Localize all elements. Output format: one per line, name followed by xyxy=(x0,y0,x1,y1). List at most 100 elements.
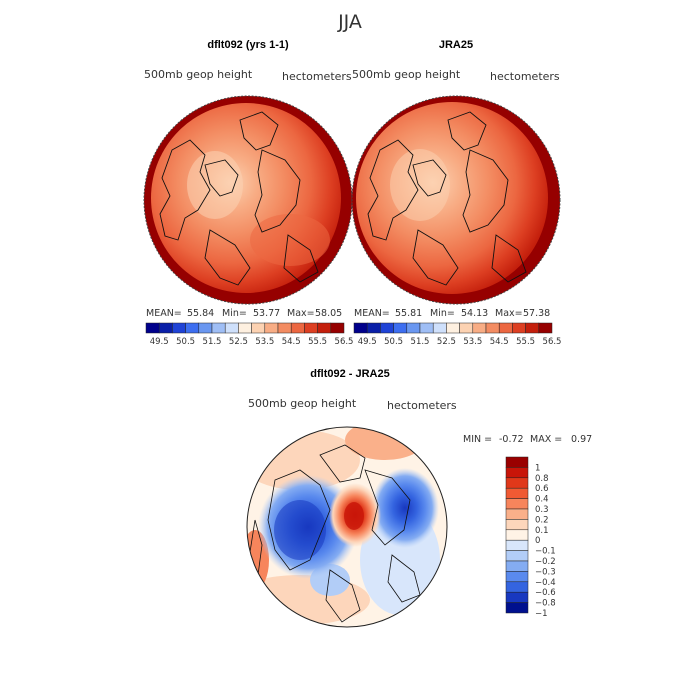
left-colorbar-swatch xyxy=(264,322,279,334)
diff-colorbar-swatch xyxy=(505,602,529,614)
diff-colorbar-swatch xyxy=(505,456,529,468)
right-colorbar-swatch xyxy=(485,322,500,334)
diff-colorbar-swatch xyxy=(505,571,529,583)
left-colorbar-tick-label: 50.5 xyxy=(176,337,195,347)
right-colorbar-swatch xyxy=(472,322,487,334)
left-colorbar-swatch xyxy=(330,322,345,334)
diff-colorbar-tick-label: −0.4 xyxy=(535,578,556,588)
right-mean-value: 55.81 xyxy=(395,308,422,319)
right-panel-title: JRA25 xyxy=(439,39,473,51)
left-min-label: Min= xyxy=(222,308,247,319)
right-colorbar-swatch xyxy=(366,322,381,334)
diff-colorbar-swatch xyxy=(505,519,529,531)
left-max-value: 58.05 xyxy=(315,308,342,319)
right-colorbar-swatch xyxy=(525,322,540,334)
right-min-value: 54.13 xyxy=(461,308,488,319)
right-max-label: Max= xyxy=(495,308,523,319)
left-colorbar-swatch xyxy=(304,322,318,334)
left-coastlines xyxy=(159,111,319,286)
diff-colorbar-swatch xyxy=(505,508,529,520)
left-colorbar-tick-label: 56.5 xyxy=(335,337,354,347)
left-units-label: hectometers xyxy=(282,70,352,83)
diff-panel-title: dflt092 - JRA25 xyxy=(310,368,389,380)
diff-units-label: hectometers xyxy=(387,399,457,412)
right-coastlines xyxy=(367,111,527,286)
left-colorbar-tick-label: 53.5 xyxy=(255,337,274,347)
diff-colorbar-swatch xyxy=(505,529,529,541)
diff-colorbar-swatch xyxy=(505,467,529,479)
right-colorbar-tick-label: 55.5 xyxy=(516,337,535,347)
right-colorbar-swatch xyxy=(446,322,460,334)
left-colorbar-tick-label: 51.5 xyxy=(203,337,222,347)
right-colorbar-swatch xyxy=(393,322,408,334)
right-colorbar: 49.5 50.5 51.5 52.5 53.5 54.5 55.5 56.5 xyxy=(353,322,561,347)
diff-polar-map xyxy=(246,426,448,628)
diff-colorbar-tick-label: −1 xyxy=(535,609,548,619)
right-colorbar-swatch xyxy=(459,322,474,334)
diff-colorbar-swatch xyxy=(505,498,529,510)
left-colorbar-swatch xyxy=(185,322,200,334)
diff-colorbar-swatch xyxy=(505,581,529,593)
left-mean-value: 55.84 xyxy=(187,308,214,319)
left-colorbar-swatch xyxy=(145,322,160,334)
right-min-label: Min= xyxy=(430,308,455,319)
right-colorbar-tick-label: 50.5 xyxy=(384,337,403,347)
right-colorbar-tick-label: 53.5 xyxy=(463,337,482,347)
diff-colorbar-swatch xyxy=(505,550,529,562)
diff-colorbar-swatch xyxy=(505,487,529,499)
left-colorbar: 49.5 50.5 51.5 52.5 53.5 54.5 55.5 56.5 xyxy=(145,322,354,347)
diff-colorbar-tick-label: −0.2 xyxy=(535,557,556,567)
left-colorbar-swatch xyxy=(172,322,186,334)
diff-colorbar-tick-label: −0.1 xyxy=(535,547,556,557)
left-colorbar-swatch xyxy=(251,322,266,334)
left-colorbar-swatch xyxy=(238,322,252,334)
right-max-value: 57.38 xyxy=(523,308,550,319)
right-colorbar-swatch xyxy=(353,322,368,334)
diff-coastlines xyxy=(247,444,421,623)
left-variable-label: 500mb geop height xyxy=(144,68,253,81)
diff-colorbar-tick-label: −0.3 xyxy=(535,567,556,577)
diff-colorbar-tick-label: 0.1 xyxy=(535,526,549,536)
diff-colorbar-swatch xyxy=(505,591,529,603)
diff-max-label: MAX = xyxy=(530,434,562,445)
right-colorbar-tick-label: 49.5 xyxy=(358,337,377,347)
diff-colorbar-tick-label: 0.8 xyxy=(535,474,549,484)
right-colorbar-swatch xyxy=(406,322,421,334)
left-min-value: 53.77 xyxy=(253,308,280,319)
left-colorbar-tick-label: 55.5 xyxy=(308,337,327,347)
right-polar-map xyxy=(351,95,561,305)
diff-colorbar-tick-label: 0 xyxy=(535,536,540,546)
diff-colorbar-tick-label: 0.6 xyxy=(535,484,549,494)
left-colorbar-swatch xyxy=(224,322,239,334)
diff-colorbar-tick-label: 1 xyxy=(535,463,540,473)
right-colorbar-swatch xyxy=(538,322,553,334)
right-colorbar-tick-label: 51.5 xyxy=(411,337,430,347)
diff-colorbar-tick-label: 0.2 xyxy=(535,515,549,525)
diff-min-label: MIN = xyxy=(463,434,492,445)
left-colorbar-swatch xyxy=(211,322,226,334)
diff-colorbar-swatch xyxy=(505,477,529,489)
right-colorbar-tick-label: 54.5 xyxy=(490,337,509,347)
left-panel-title: dflt092 (yrs 1-1) xyxy=(207,39,289,51)
diff-colorbar-tick-label: 0.4 xyxy=(535,495,549,505)
right-colorbar-swatch xyxy=(512,322,526,334)
right-mean-label: MEAN= xyxy=(354,308,390,319)
right-colorbar-tick-label: 52.5 xyxy=(437,337,456,347)
left-polar-map xyxy=(143,95,353,305)
right-colorbar-swatch xyxy=(432,322,447,334)
left-colorbar-tick-label: 52.5 xyxy=(229,337,248,347)
diff-colorbar-swatch xyxy=(505,539,529,551)
left-colorbar-swatch xyxy=(198,322,213,334)
diff-min-value: -0.72 xyxy=(499,434,524,445)
left-colorbar-swatch xyxy=(277,322,292,334)
diff-max-value: 0.97 xyxy=(571,434,592,445)
diff-variable-label: 500mb geop height xyxy=(248,397,357,410)
diff-colorbar-tick-label: 0.3 xyxy=(535,505,549,515)
diff-colorbar-swatch xyxy=(505,560,529,572)
right-colorbar-swatch xyxy=(419,322,434,334)
right-colorbar-swatch xyxy=(380,322,394,334)
right-colorbar-swatch xyxy=(498,322,513,334)
left-max-label: Max= xyxy=(287,308,315,319)
